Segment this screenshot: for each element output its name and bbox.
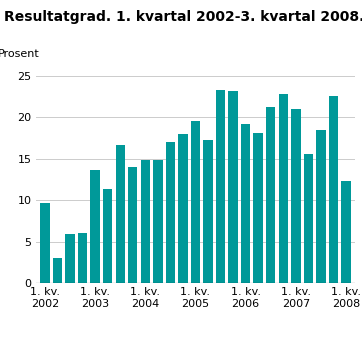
Bar <box>178 134 188 283</box>
Bar <box>241 124 251 283</box>
Bar <box>153 160 163 283</box>
Bar <box>78 233 87 283</box>
Bar <box>316 130 325 283</box>
Bar <box>40 203 50 283</box>
Bar <box>304 154 313 283</box>
Bar <box>103 188 112 283</box>
Bar <box>140 159 150 283</box>
Bar <box>216 90 225 283</box>
Bar <box>228 91 238 283</box>
Text: Resultatgrad. 1. kvartal 2002-3. kvartal 2008. Prosent: Resultatgrad. 1. kvartal 2002-3. kvartal… <box>4 10 362 24</box>
Text: Prosent: Prosent <box>0 49 40 59</box>
Bar <box>253 133 263 283</box>
Bar <box>90 170 100 283</box>
Bar <box>66 234 75 283</box>
Bar <box>128 167 138 283</box>
Bar <box>203 140 213 283</box>
Bar <box>115 145 125 283</box>
Bar <box>329 96 338 283</box>
Bar <box>53 258 62 283</box>
Bar <box>341 181 351 283</box>
Bar <box>279 94 288 283</box>
Bar <box>191 121 200 283</box>
Bar <box>266 107 275 283</box>
Bar <box>166 142 175 283</box>
Bar <box>291 109 300 283</box>
